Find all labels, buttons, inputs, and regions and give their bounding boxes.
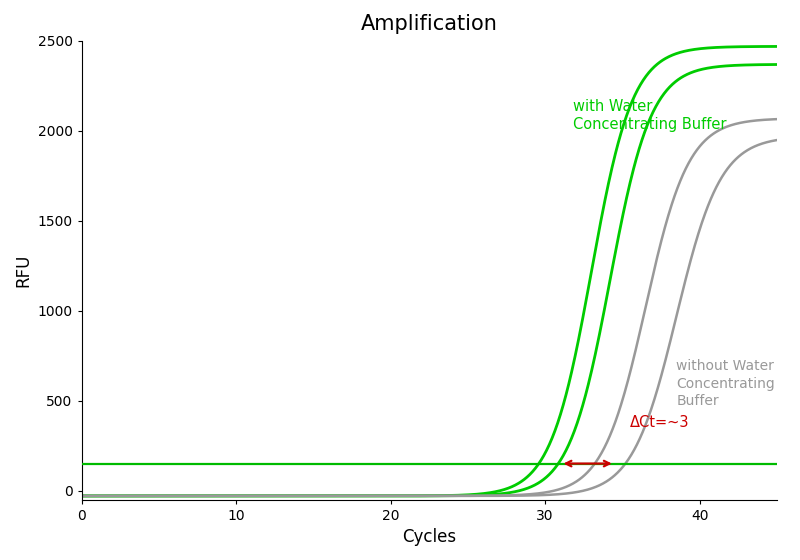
Y-axis label: RFU: RFU xyxy=(14,254,32,287)
Text: without Water
Concentrating
Buffer: without Water Concentrating Buffer xyxy=(677,360,775,408)
Text: with Water
Concentrating Buffer: with Water Concentrating Buffer xyxy=(573,99,726,132)
X-axis label: Cycles: Cycles xyxy=(402,528,456,546)
Title: Amplification: Amplification xyxy=(361,14,498,34)
Text: ΔCt=~3: ΔCt=~3 xyxy=(630,415,690,430)
